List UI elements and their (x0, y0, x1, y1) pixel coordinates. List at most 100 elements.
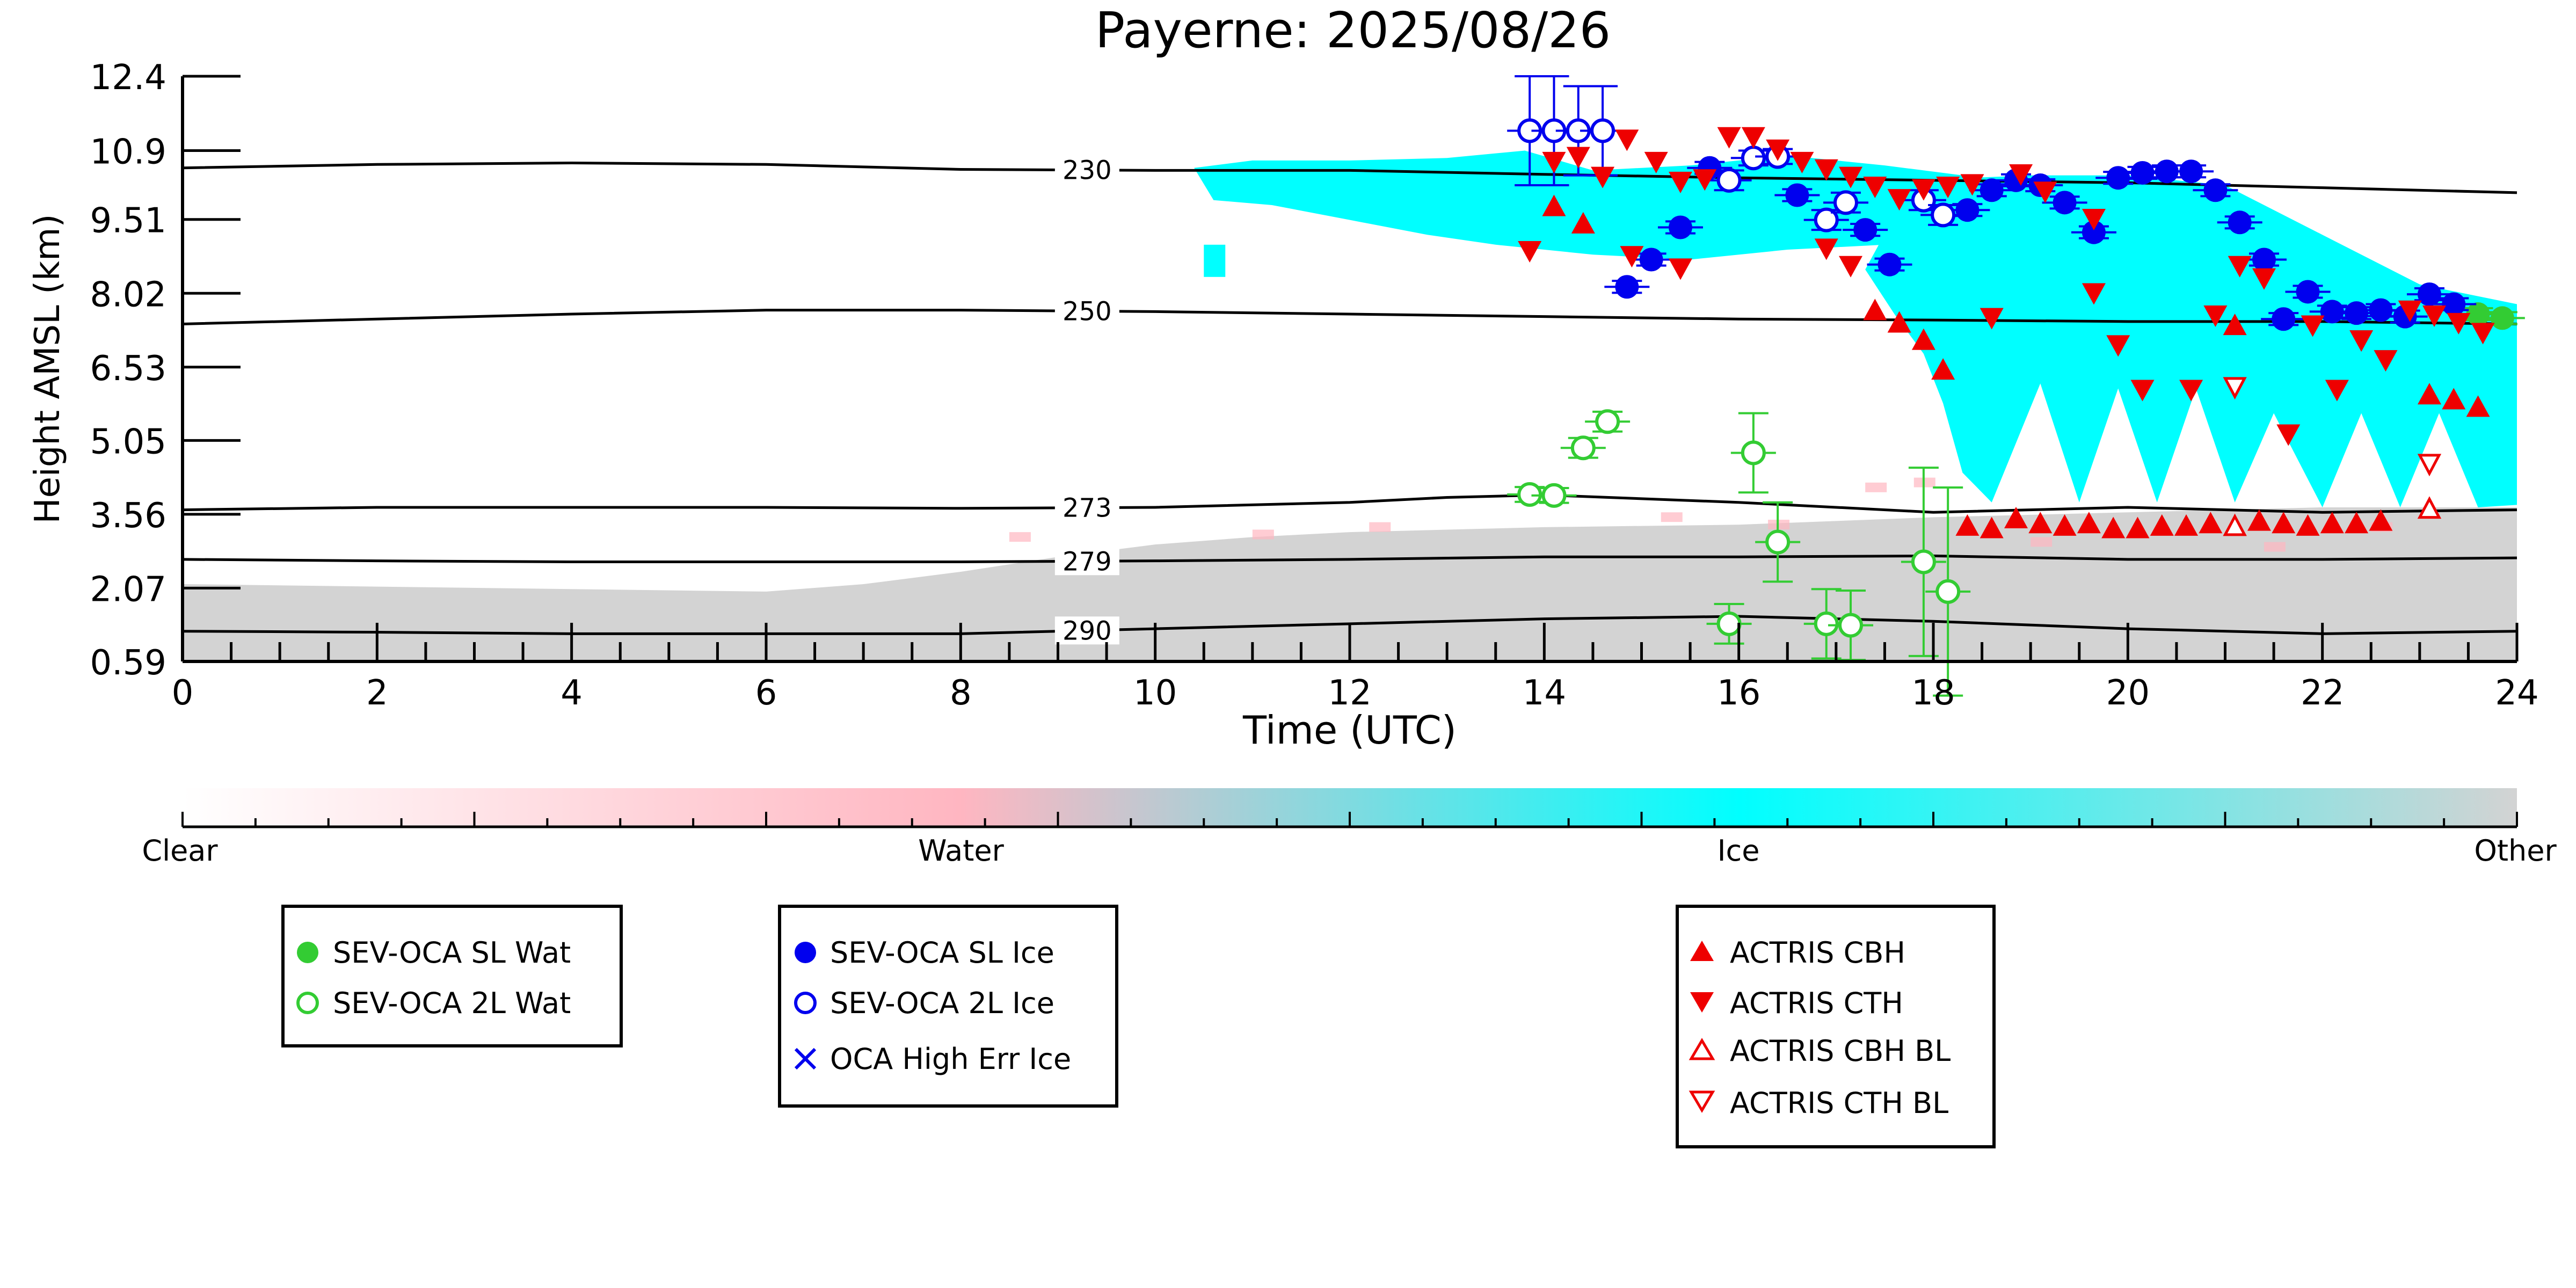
point-actris-cbh (2272, 512, 2296, 534)
x-ticks: 0 2 4 6 8 10 12 14 16 18 20 22 24 (172, 623, 2539, 713)
isotherm-label-bg (1054, 493, 1119, 522)
y-tick-label: 8.02 (90, 275, 167, 315)
point-actris-cbh (2028, 512, 2053, 534)
cloud-classification-field (183, 150, 2517, 661)
point-actris-cth (2179, 380, 2203, 402)
y-tick-label: 6.53 (90, 349, 167, 389)
point-actris-cbh (2077, 512, 2101, 534)
point-actris-cth (1693, 169, 1717, 191)
point-actris-cth (1960, 174, 1984, 196)
legend-label-high-err-ice: OCA High Err Ice (830, 1042, 1071, 1076)
point-actris-cth (1766, 139, 1790, 161)
x-tick-label: 2 (366, 673, 388, 713)
point-actris-cth (1668, 171, 1692, 193)
legend-water: SEV-OCA SL Wat SEV-OCA 2L Wat (281, 905, 623, 1047)
point-sev-oca-sl-ice (2252, 248, 2276, 272)
point-actris-cth (1644, 151, 1668, 173)
y-ticks: 12.4 10.9 9.51 8.02 6.53 5.05 3.56 2.07 0.59 (90, 58, 241, 683)
point-sev-oca-sl-ice (2320, 300, 2344, 324)
point-actris-cbh-bl (2417, 496, 2442, 519)
point-sev-oca-sl-ice (2296, 280, 2320, 304)
point-sev-oca-sl-ice (2369, 298, 2393, 322)
point-sev-oca-sl-wat (2466, 302, 2490, 326)
y-tick-label: 3.56 (90, 496, 167, 536)
legend-marker-2l-wat (296, 992, 319, 1014)
point-actris-cth (1566, 147, 1590, 169)
water-speckle (1865, 482, 1887, 492)
point-actris-cth (1814, 159, 1838, 181)
point-actris-cbh (2004, 507, 2028, 529)
x-tick-label: 24 (2495, 673, 2538, 713)
legend-actris: ACTRIS CBH ACTRIS CTH ACTRIS CBH BL ACTR… (1676, 905, 1996, 1148)
point-sev-oca-sl-ice (2203, 178, 2228, 202)
isotherm-label-bg (1054, 156, 1119, 184)
point-sev-oca-sl-ice (2155, 159, 2179, 184)
point-sev-oca-2l-wat (1541, 483, 1567, 508)
legend-label-2l-wat: SEV-OCA 2L Wat (333, 986, 571, 1020)
point-sev-oca-sl-ice (2417, 282, 2441, 307)
point-actris-cth (1863, 177, 1887, 199)
y-tick-label: 5.05 (90, 422, 167, 462)
point-sev-oca-2l-ice (1716, 168, 1742, 193)
point-actris-cth (2130, 380, 2155, 402)
point-actris-cth (2325, 380, 2349, 402)
point-sev-oca-sl-ice (1853, 218, 1878, 242)
point-sev-oca-2l-wat (1814, 611, 1839, 636)
ice-fragment (1204, 244, 1226, 277)
point-actris-cth (1936, 177, 1960, 199)
water-speckle (2264, 542, 2286, 552)
isotherm-label-279: 279 (1063, 547, 1112, 577)
point-actris-cth (1518, 241, 1542, 263)
y-tick-label: 0.59 (90, 643, 167, 683)
x-tick-label: 18 (1911, 673, 1955, 713)
point-actris-cth (2349, 330, 2374, 352)
legend-label-cbh: ACTRIS CBH (1730, 936, 1905, 970)
isotherm-273 (182, 493, 2517, 514)
point-actris-cth-bl (2417, 454, 2442, 477)
x-tick-label: 22 (2301, 673, 2344, 713)
colorbar-label-other: Other (2474, 834, 2557, 868)
point-sev-oca-2l-wat (1838, 613, 1864, 638)
isotherm-label-290: 290 (1063, 616, 1112, 646)
point-actris-cth (2203, 305, 2228, 328)
point-actris-cth (1717, 127, 1741, 149)
point-actris-cth (2398, 300, 2422, 322)
point-sev-oca-2l-ice (1814, 207, 1839, 232)
point-actris-cth (2447, 312, 2471, 334)
point-sev-oca-sl-ice (2179, 159, 2203, 184)
legend-label-cbh-bl: ACTRIS CBH BL (1730, 1034, 1951, 1068)
point-actris-cbh (2223, 314, 2247, 336)
isotherm-label-bg (1054, 547, 1119, 576)
x-tick-label: 0 (172, 673, 194, 713)
point-actris-cth (2033, 181, 2057, 203)
point-actris-cbh (1863, 299, 1887, 321)
point-actris-cth (2082, 209, 2106, 231)
point-sev-oca-2l-ice (1931, 202, 1956, 228)
point-sev-oca-2l-ice (1833, 190, 1858, 215)
point-actris-cbh (2296, 514, 2320, 536)
point-actris-cbh (2247, 509, 2271, 531)
colorbar: Clear Water Ice Other (142, 788, 2557, 868)
point-sev-oca-sl-ice (2053, 191, 2077, 215)
point-actris-cth (2252, 268, 2276, 290)
point-actris-cth (2106, 335, 2130, 357)
legend-label-cth: ACTRIS CTH (1730, 986, 1903, 1020)
x-tick-label: 16 (1717, 673, 1760, 713)
legend-label-cth-bl: ACTRIS CTH BL (1730, 1086, 1948, 1120)
point-actris-cth (1741, 127, 1765, 149)
point-actris-cth (1591, 166, 1615, 188)
point-actris-cbh (2320, 512, 2344, 534)
point-actris-cth (2082, 283, 2106, 305)
colorbar-label-water: Water (918, 834, 1004, 868)
legend-marker-sl-wat (297, 942, 318, 963)
legend-marker-2l-ice (794, 992, 817, 1014)
legend-label-sl-ice: SEV-OCA SL Ice (830, 936, 1054, 970)
legend-marker-cth (1690, 992, 1714, 1013)
point-actris-cth (1615, 129, 1639, 151)
point-actris-cbh-bl (2223, 513, 2247, 536)
point-actris-cbh (2442, 388, 2466, 410)
point-actris-cbh (1911, 328, 1935, 350)
point-sev-oca-sl-wat (2490, 306, 2514, 330)
water-speckle (1009, 532, 1031, 542)
point-actris-cbh (1887, 311, 1911, 333)
